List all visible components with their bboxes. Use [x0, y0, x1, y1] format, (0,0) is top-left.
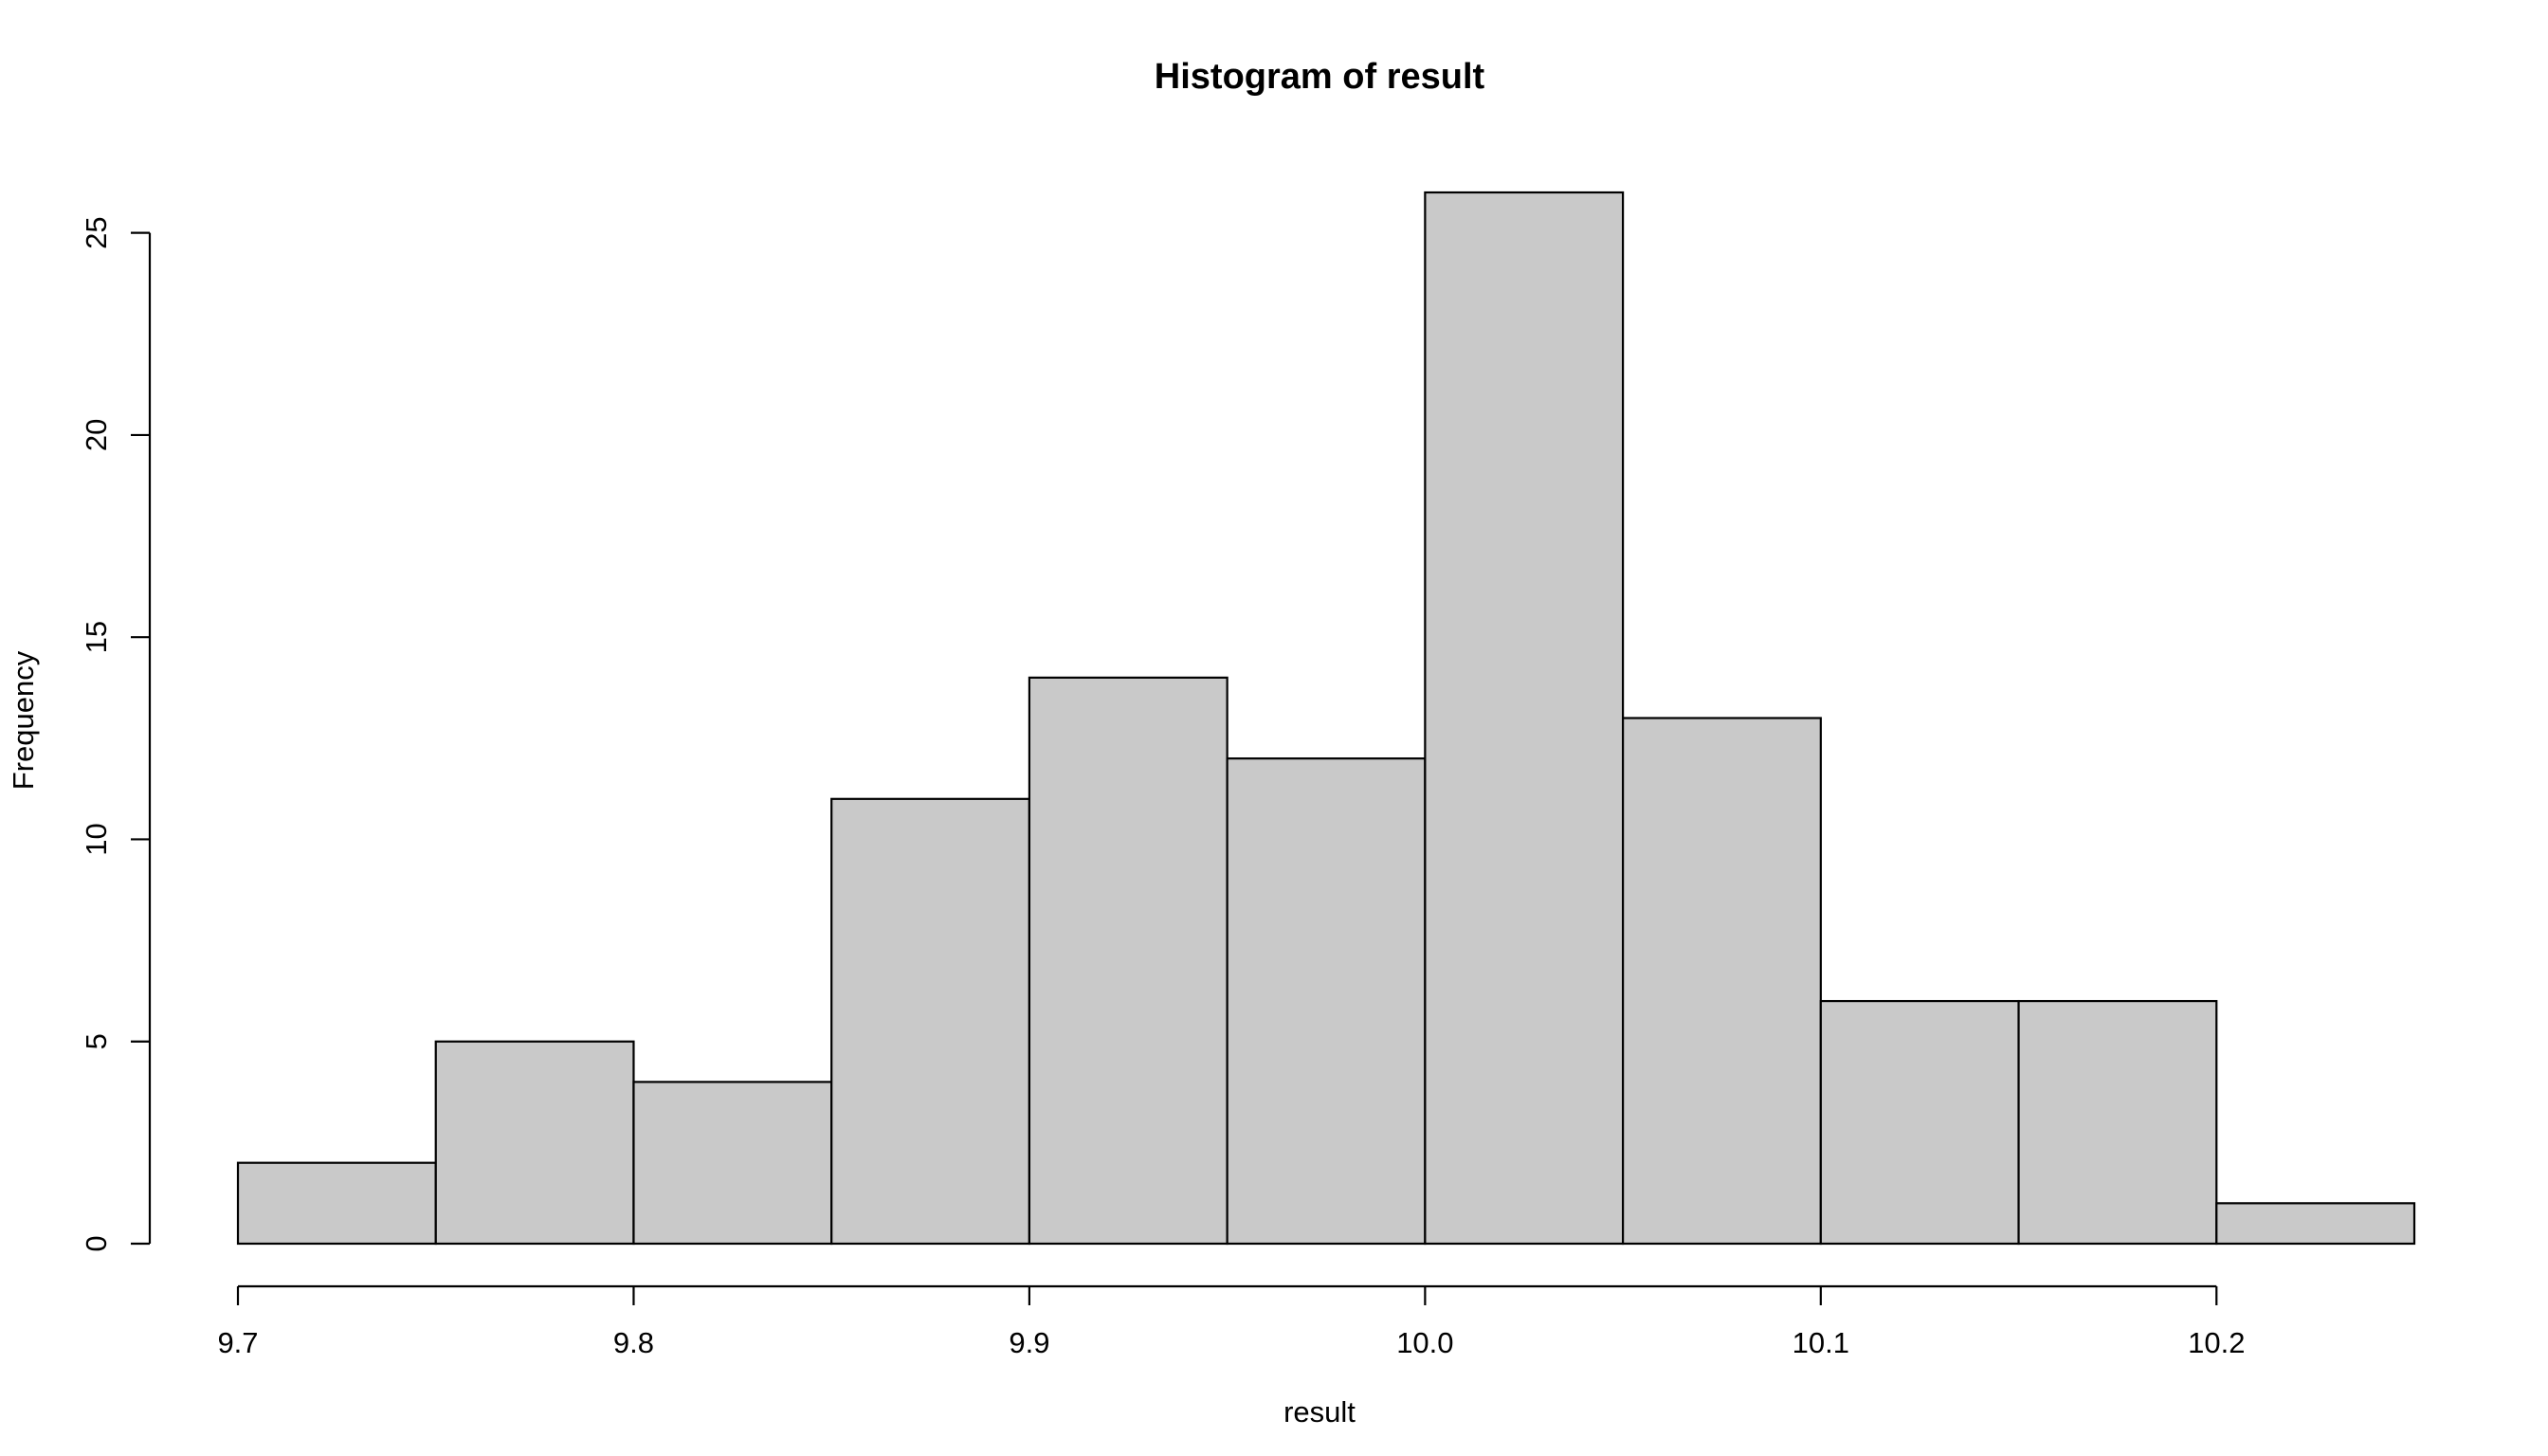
- histogram-bars: [236, 191, 2416, 1246]
- histogram-bar: [1226, 757, 1427, 1246]
- y-tick-label: 25: [80, 216, 113, 248]
- y-axis: 0 5 10 15 20 25: [80, 216, 152, 1252]
- histogram-bar: [632, 1081, 833, 1246]
- x-tick-label: 10.2: [2188, 1326, 2245, 1359]
- histogram-bar: [236, 1161, 437, 1246]
- histogram-bar: [1819, 999, 2020, 1246]
- y-tick-label: 0: [80, 1235, 113, 1251]
- histogram-bar: [1424, 191, 1625, 1246]
- x-tick-label: 9.8: [613, 1326, 654, 1359]
- y-tick-label: 5: [80, 1033, 113, 1049]
- x-tick-label: 10.0: [1396, 1326, 1453, 1359]
- histogram-bar: [434, 1040, 635, 1246]
- histogram-bar: [2215, 1202, 2416, 1246]
- x-tick-label: 9.9: [1009, 1326, 1049, 1359]
- histogram-bar: [2017, 999, 2218, 1246]
- x-tick-label: 9.7: [217, 1326, 258, 1359]
- histogram-bar: [1028, 676, 1228, 1246]
- x-axis-label: result: [1283, 1395, 1356, 1429]
- chart-title: Histogram of result: [1155, 57, 1485, 97]
- y-axis-label: Frequency: [7, 650, 40, 790]
- histogram-bar: [1621, 717, 1822, 1246]
- x-tick-label: 10.1: [1793, 1326, 1849, 1359]
- x-axis: 9.7 9.8 9.9 10.0 10.1 10.2: [217, 1284, 2245, 1359]
- y-tick-label: 15: [80, 621, 113, 653]
- y-tick-label: 10: [80, 823, 113, 855]
- histogram-bar: [830, 797, 1031, 1246]
- y-tick-label: 20: [80, 419, 113, 451]
